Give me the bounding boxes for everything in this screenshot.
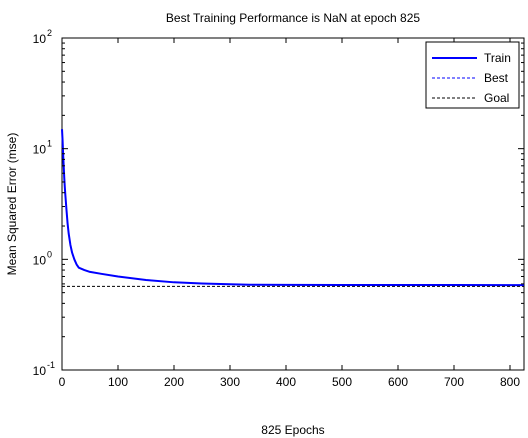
legend-box: [425, 41, 520, 109]
y-tick-exponent: 2: [47, 28, 52, 38]
x-tick-label: 0: [59, 375, 66, 389]
x-tick-label: 700: [444, 375, 464, 389]
legend-label-best: Best: [484, 71, 509, 85]
x-axis-label: 825 Epochs: [261, 423, 324, 437]
y-tick-label: 10: [33, 253, 47, 267]
legend-label-train: Train: [484, 51, 511, 65]
chart-title: Best Training Performance is NaN at epoc…: [166, 11, 420, 25]
x-tick-label: 200: [164, 375, 184, 389]
x-tick-label: 100: [108, 375, 128, 389]
y-tick-label: 10: [33, 364, 47, 378]
y-tick-exponent: 0: [47, 249, 52, 259]
y-tick-exponent: -1: [47, 360, 55, 370]
series-line-train: [61, 129, 524, 287]
x-tick-label: 300: [220, 375, 240, 389]
legend: Train Best Goal: [425, 41, 520, 109]
x-tick-label: 400: [276, 375, 296, 389]
x-tick-label: 500: [332, 375, 352, 389]
x-tick-label: 600: [388, 375, 408, 389]
plot-layer: [61, 129, 524, 287]
y-tick-exponent: 1: [47, 139, 52, 149]
y-tick-label: 10: [33, 143, 47, 157]
legend-label-goal: Goal: [484, 91, 509, 105]
y-tick-label: 10: [33, 32, 47, 46]
x-tick-label: 800: [500, 375, 520, 389]
y-axis-label: Mean Squared Error (mse): [5, 133, 19, 276]
x-ticks: 0 100 200 300 400 500 600 700 800: [59, 38, 520, 389]
